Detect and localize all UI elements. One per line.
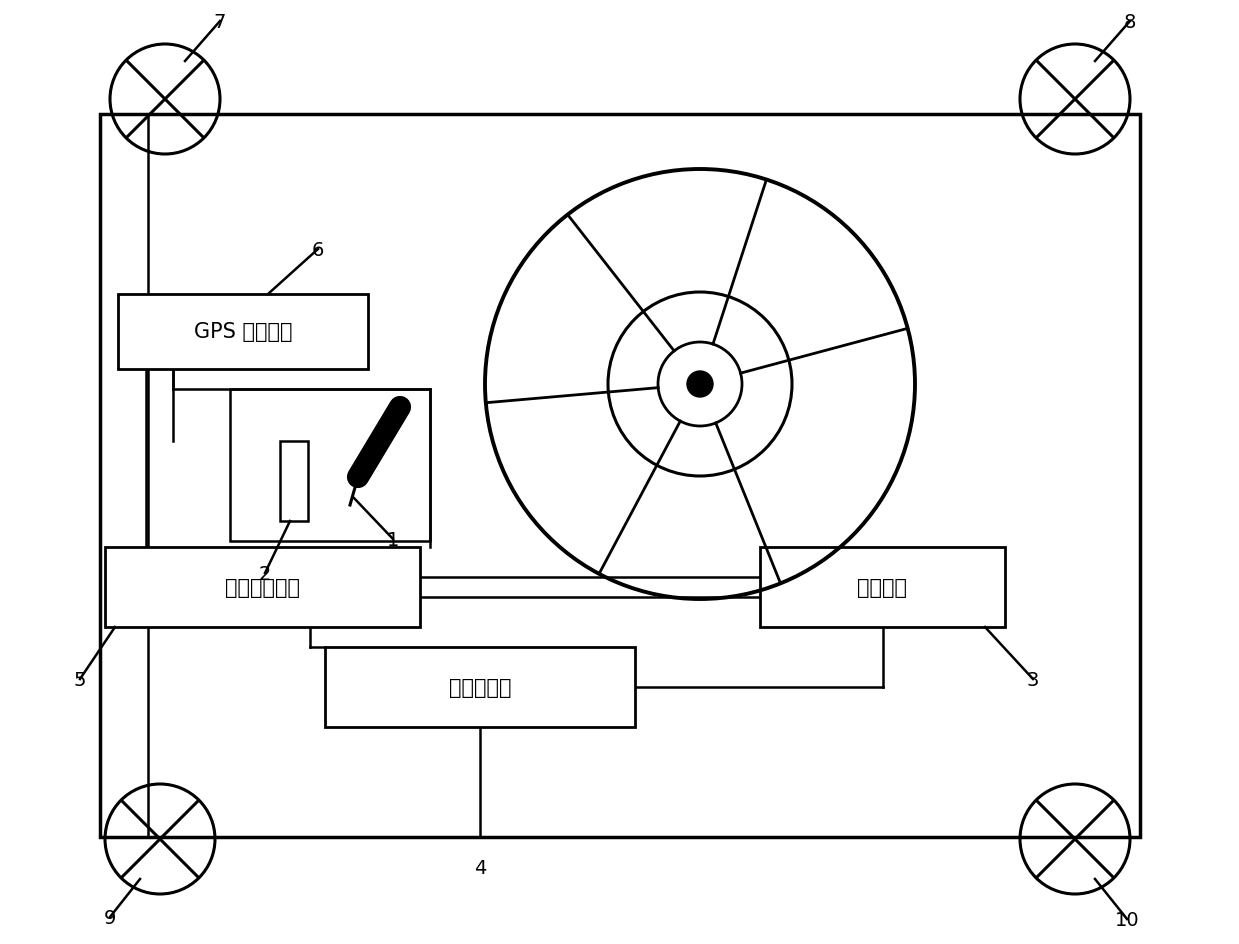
Text: 3: 3: [1027, 670, 1040, 689]
Text: 7: 7: [214, 12, 227, 31]
Text: 距离感器: 距离感器: [857, 578, 907, 598]
Text: 2: 2: [259, 564, 271, 582]
Text: 10: 10: [1115, 909, 1140, 929]
Text: 惯性传感器: 惯性传感器: [449, 677, 512, 698]
Text: 4: 4: [473, 857, 486, 877]
Circle shape: [686, 372, 712, 397]
Bar: [100, 115, 1140, 837]
Text: 6: 6: [312, 240, 325, 260]
Bar: [760, 548, 1005, 628]
Text: 转向灯控制器: 转向灯控制器: [225, 578, 300, 598]
Bar: [280, 442, 309, 521]
Text: 5: 5: [74, 670, 87, 689]
Bar: [118, 295, 368, 370]
Bar: [105, 548, 420, 628]
Text: 8: 8: [1124, 12, 1136, 31]
Text: GPS 导航系统: GPS 导航系统: [193, 322, 292, 342]
Bar: [325, 648, 636, 727]
Text: 9: 9: [104, 907, 116, 926]
Text: 1: 1: [387, 530, 399, 548]
Bar: [230, 390, 430, 542]
